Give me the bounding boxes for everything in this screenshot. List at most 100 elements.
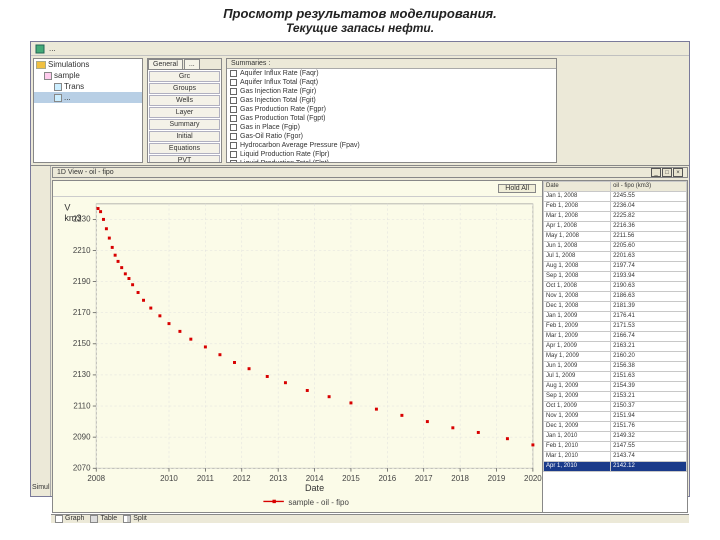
nav-panel: General ... GrcGroupsWellsLayerSummaryIn…	[147, 58, 222, 163]
tree-panel[interactable]: Simulations sampleTrans...	[33, 58, 143, 163]
data-table[interactable]: Date oil - fipo (km3) Jan 1, 20082245.55…	[542, 181, 687, 512]
table-row[interactable]: Mar 1, 20102143.74	[544, 452, 687, 462]
summary-item[interactable]: Aquifer Influx Rate (Faqr)	[227, 69, 556, 78]
table-row[interactable]: Apr 1, 20082216.36	[544, 222, 687, 232]
folder-icon	[36, 61, 46, 69]
nav-tab-general[interactable]: General	[148, 59, 183, 69]
checkbox-icon[interactable]	[230, 115, 237, 122]
tree-root[interactable]: Simulations	[34, 59, 142, 70]
summary-item[interactable]: Gas Production Total (Fgpt)	[227, 114, 556, 123]
maximize-button[interactable]: □	[662, 168, 672, 177]
tab-graph[interactable]: Graph	[55, 515, 84, 523]
table-row[interactable]: Feb 1, 20092171.53	[544, 322, 687, 332]
checkbox-icon[interactable]	[230, 142, 237, 149]
nav-item[interactable]: Groups	[149, 83, 220, 94]
svg-text:2090: 2090	[73, 432, 91, 441]
table-row[interactable]: Jul 1, 20082201.63	[544, 252, 687, 262]
nav-item[interactable]: Grc	[149, 71, 220, 82]
nav-tabs[interactable]: General ...	[148, 59, 221, 70]
nav-tab-other[interactable]: ...	[184, 59, 200, 69]
summary-item[interactable]: Gas Injection Rate (Fgir)	[227, 87, 556, 96]
svg-text:2011: 2011	[197, 474, 215, 483]
table-row[interactable]: Apr 1, 20102142.12	[544, 462, 687, 472]
nav-item[interactable]: Wells	[149, 95, 220, 106]
tree-item[interactable]: ...	[34, 92, 142, 103]
table-row[interactable]: Feb 1, 20102147.55	[544, 442, 687, 452]
svg-text:2070: 2070	[73, 463, 91, 472]
app-icon	[35, 44, 45, 54]
table-row[interactable]: Jun 1, 20082205.60	[544, 242, 687, 252]
nav-list[interactable]: GrcGroupsWellsLayerSummaryInitialEquatio…	[148, 70, 221, 162]
svg-text:2019: 2019	[488, 474, 506, 483]
nav-item[interactable]: PVT	[149, 155, 220, 162]
table-icon	[90, 515, 98, 523]
left-strip: Simul	[31, 166, 51, 496]
summary-item[interactable]: Gas Production Rate (Fgpr)	[227, 105, 556, 114]
summary-item[interactable]: Gas in Place (Fgip)	[227, 123, 556, 132]
chart-area: 1D View - oil - fipo _ □ × Hold All 2070…	[51, 166, 689, 496]
summary-item[interactable]: Gas Injection Total (Fgit)	[227, 96, 556, 105]
table-row[interactable]: Mar 1, 20092166.74	[544, 332, 687, 342]
table-row[interactable]: Jan 1, 20092176.41	[544, 312, 687, 322]
summary-item[interactable]: Liquid Production Rate (Flpr)	[227, 150, 556, 159]
close-button[interactable]: ×	[673, 168, 683, 177]
checkbox-icon[interactable]	[230, 88, 237, 95]
checkbox-icon[interactable]	[230, 79, 237, 86]
nav-item[interactable]: Initial	[149, 131, 220, 142]
checkbox-icon[interactable]	[230, 151, 237, 158]
summary-item[interactable]: Aquifer Influx Total (Faqt)	[227, 78, 556, 87]
checkbox-icon[interactable]	[230, 70, 237, 77]
table-row[interactable]: Dec 1, 20092151.76	[544, 422, 687, 432]
tab-table[interactable]: Table	[90, 515, 117, 523]
nav-item[interactable]: Summary	[149, 119, 220, 130]
table-row[interactable]: Sep 1, 20092153.21	[544, 392, 687, 402]
checkbox-icon[interactable]	[230, 97, 237, 104]
hold-all-button[interactable]: Hold All	[498, 184, 536, 193]
table-row[interactable]: Jan 1, 20102149.32	[544, 432, 687, 442]
table-header-date[interactable]: Date	[544, 182, 611, 192]
upper-panels: Simulations sampleTrans... General ... G…	[31, 56, 689, 166]
nav-item[interactable]: Equations	[149, 143, 220, 154]
checkbox-icon[interactable]	[230, 124, 237, 131]
table-row[interactable]: Oct 1, 20082190.63	[544, 282, 687, 292]
node-icon	[54, 94, 62, 102]
table-row[interactable]: Aug 1, 20092154.39	[544, 382, 687, 392]
plot-region: Hold All 2070209021102130215021702190221…	[53, 181, 542, 512]
table-row[interactable]: Dec 1, 20082181.39	[544, 302, 687, 312]
svg-text:Date: Date	[305, 483, 324, 493]
table-row[interactable]: Nov 1, 20082186.63	[544, 292, 687, 302]
tree-item[interactable]: sample	[34, 70, 142, 81]
table-row[interactable]: Apr 1, 20092163.21	[544, 342, 687, 352]
svg-text:V: V	[64, 203, 71, 213]
table-row[interactable]: May 1, 20082211.56	[544, 232, 687, 242]
tree-item[interactable]: Trans	[34, 81, 142, 92]
table-row[interactable]: Mar 1, 20082225.82	[544, 212, 687, 222]
checkbox-icon[interactable]	[230, 106, 237, 113]
table-row[interactable]: Jul 1, 20092151.63	[544, 372, 687, 382]
summary-item[interactable]: Gas-Oil Ratio (Fgor)	[227, 132, 556, 141]
table-row[interactable]: Jun 1, 20092156.38	[544, 362, 687, 372]
table-row[interactable]: Feb 1, 20082236.04	[544, 202, 687, 212]
table-header-value[interactable]: oil - fipo (km3)	[611, 182, 687, 192]
checkbox-icon[interactable]	[230, 133, 237, 140]
nav-item[interactable]: Layer	[149, 107, 220, 118]
minimize-button[interactable]: _	[651, 168, 661, 177]
bottom-tabs: Graph Table Split	[51, 514, 689, 523]
summary-item[interactable]: Hydrocarbon Average Pressure (Fpav)	[227, 141, 556, 150]
table-row[interactable]: Sep 1, 20082193.94	[544, 272, 687, 282]
table-row[interactable]: Oct 1, 20092150.37	[544, 402, 687, 412]
svg-text:2013: 2013	[269, 474, 287, 483]
window-titlebar: ...	[31, 42, 689, 56]
table-row[interactable]: Nov 1, 20092151.94	[544, 412, 687, 422]
lower-area: Simul 1D View - oil - fipo _ □ × Hold Al…	[31, 166, 689, 496]
plot-canvas[interactable]: 2070209021102130215021702190221022302008…	[53, 197, 542, 512]
table-row[interactable]: May 1, 20092160.20	[544, 352, 687, 362]
table-row[interactable]: Jan 1, 20082245.55	[544, 192, 687, 202]
summary-item[interactable]: Liquid Production Total (Flpt)	[227, 159, 556, 162]
svg-text:2210: 2210	[73, 246, 91, 255]
table-row[interactable]: Aug 1, 20082197.74	[544, 262, 687, 272]
tab-split[interactable]: Split	[123, 515, 147, 523]
summaries-list[interactable]: Aquifer Influx Rate (Faqr)Aquifer Influx…	[227, 69, 556, 162]
header-line1: Просмотр результатов моделирования.	[0, 6, 720, 21]
checkbox-icon[interactable]	[230, 160, 237, 162]
